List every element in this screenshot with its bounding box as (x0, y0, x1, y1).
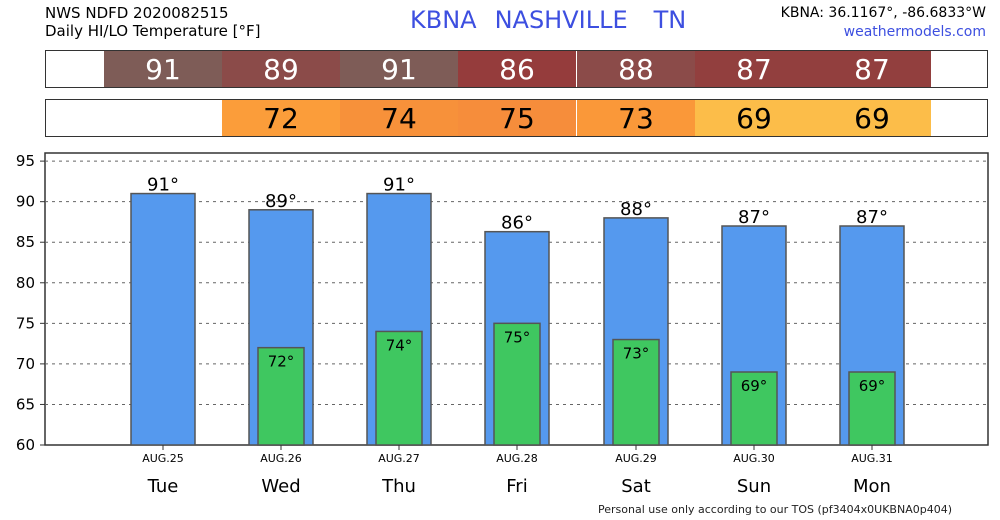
date-label-2: AUG.27 (378, 452, 420, 465)
model-run-label: NWS NDFD 2020082515 (45, 4, 229, 22)
station-title: KBNA NASHVILLE TN (410, 6, 704, 34)
low-label-thu: 74° (386, 336, 413, 354)
low-temp-cell-4: 73 (577, 100, 695, 136)
high-temp-cell-5: 87 (695, 51, 813, 87)
high-temp-cell-0: 91 (104, 51, 222, 87)
station-city: NASHVILLE (494, 6, 628, 34)
header-right: KBNA: 36.1167°, -86.6833°W weathermodels… (781, 4, 986, 42)
low-label-mon: 69° (859, 377, 886, 395)
ytick-label-75: 75 (16, 314, 35, 332)
high-bar-tue (130, 192, 196, 446)
date-label-0: AUG.25 (142, 452, 184, 465)
footer-note: Personal use only according to our TOS (… (598, 503, 952, 516)
low-temp-cell-2: 74 (340, 100, 458, 136)
high-label-sat: 88° (620, 199, 652, 220)
low-temp-cell-0 (104, 100, 222, 136)
low-bar-sun (730, 371, 778, 446)
low-temp-cell-6: 69 (813, 100, 931, 136)
high-temp-cell-2: 91 (340, 51, 458, 87)
station-coords: KBNA: 36.1167°, -86.6833°W (780, 5, 986, 21)
low-bar-thu (375, 330, 423, 446)
high-label-fri: 86° (501, 213, 533, 234)
high-label-tue: 91° (147, 175, 179, 196)
low-bar-wed (257, 346, 305, 446)
low-label-sun: 69° (741, 377, 768, 395)
high-label-sun: 87° (738, 207, 770, 228)
date-label-6: AUG.31 (851, 452, 893, 465)
day-label-sat: Sat (621, 476, 651, 497)
ytick-label-90: 90 (16, 193, 35, 211)
high-temp-cell-4: 88 (577, 51, 695, 87)
low-label-sat: 73° (623, 345, 650, 363)
high-temp-cell-3: 86 (458, 51, 576, 87)
date-label-5: AUG.30 (733, 452, 775, 465)
site-link[interactable]: weathermodels.com (843, 24, 986, 40)
low-temp-strip: 72 74 75 73 69 69 (45, 99, 988, 137)
date-label-3: AUG.28 (496, 452, 538, 465)
low-bar-fri (493, 322, 541, 446)
ytick-label-65: 65 (16, 395, 35, 413)
station-id: KBNA (410, 6, 477, 34)
ytick-label-60: 60 (16, 436, 35, 454)
day-label-tue: Tue (147, 476, 179, 497)
station-state: TN (653, 6, 687, 34)
day-label-sun: Sun (737, 476, 771, 497)
high-temp-cell-1: 89 (222, 51, 340, 87)
day-label-wed: Wed (261, 476, 300, 497)
high-label-thu: 91° (383, 175, 415, 196)
date-label-1: AUG.26 (260, 452, 302, 465)
ytick-label-80: 80 (16, 274, 35, 292)
low-label-fri: 75° (504, 328, 531, 346)
ytick-label-95: 95 (16, 152, 35, 170)
high-label-mon: 87° (856, 207, 888, 228)
date-label-4: AUG.29 (615, 452, 657, 465)
header-info: NWS NDFD 2020082515 Daily HI/LO Temperat… (45, 4, 261, 40)
low-temp-cell-5: 69 (695, 100, 813, 136)
low-temp-cell-1: 72 (222, 100, 340, 136)
low-label-wed: 72° (268, 353, 295, 371)
high-temp-strip: 91 89 91 86 88 87 87 (45, 50, 988, 88)
ytick-label-70: 70 (16, 355, 35, 373)
low-temp-cell-3: 75 (458, 100, 576, 136)
high-label-wed: 89° (265, 191, 297, 212)
day-label-thu: Thu (381, 476, 416, 497)
day-label-fri: Fri (506, 476, 527, 497)
high-temp-cell-6: 87 (813, 51, 931, 87)
product-label: Daily HI/LO Temperature [°F] (45, 22, 261, 40)
day-label-mon: Mon (853, 476, 891, 497)
ytick-label-85: 85 (16, 233, 35, 251)
